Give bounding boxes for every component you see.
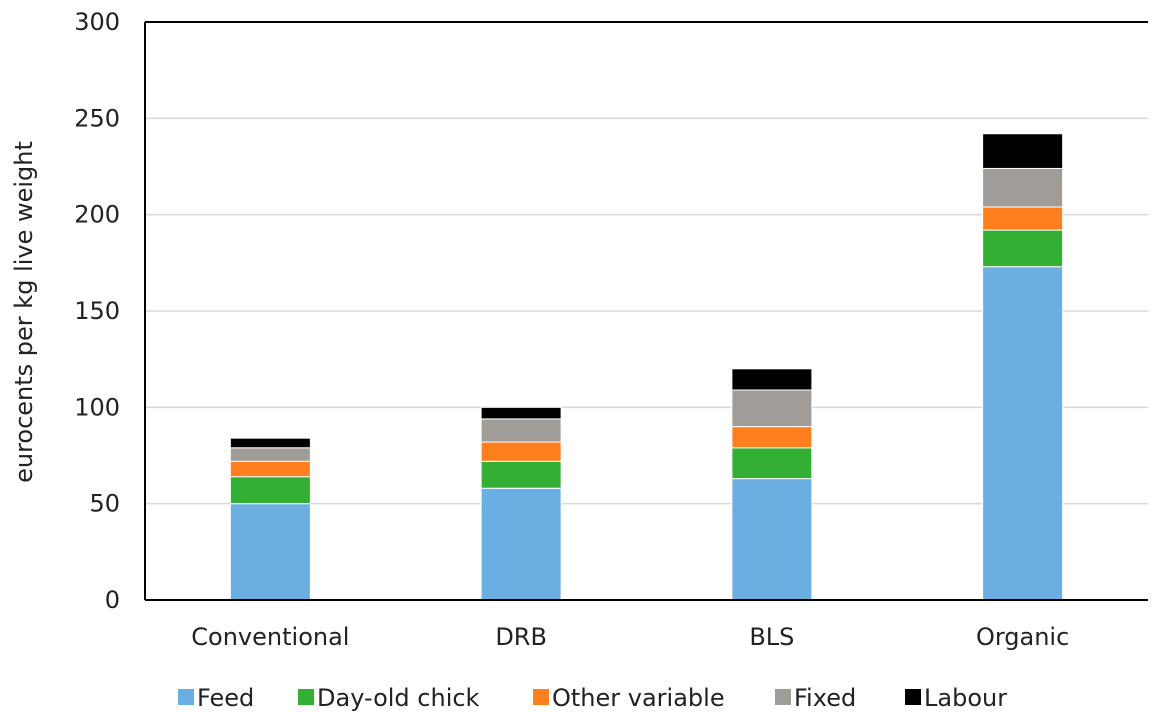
- legend-label: Feed: [197, 684, 254, 712]
- bar-segment-day-old-chick-organic: [982, 229, 1064, 268]
- bar-segment-fixed-organic: [982, 167, 1064, 208]
- bar-segment-other-variable-bls: [731, 426, 813, 449]
- bar-segment-labour-organic: [982, 133, 1064, 169]
- legend-label: Fixed: [794, 684, 856, 712]
- bar-segment-feed-organic: [982, 266, 1064, 601]
- legend-label: Other variable: [552, 684, 725, 712]
- bar-segment-fixed-bls: [731, 389, 813, 428]
- bar-segment-feed-conventional: [229, 503, 311, 601]
- bar-segment-fixed-conventional: [229, 447, 311, 462]
- legend-swatch: [533, 689, 549, 705]
- y-tick-label: 150: [74, 297, 120, 325]
- bar-segment-labour-drb: [480, 406, 562, 420]
- bar-segment-other-variable-conventional: [229, 460, 311, 478]
- legend-label: Day-old chick: [317, 684, 480, 712]
- bars: [229, 133, 1064, 601]
- bar-segment-feed-bls: [731, 478, 813, 601]
- legend-swatch: [178, 689, 194, 705]
- x-tick-label: BLS: [749, 623, 794, 651]
- bar-segment-other-variable-drb: [480, 441, 562, 462]
- legend: Feed Day-old chick Other variable Fixed Labo…: [178, 684, 1007, 712]
- bar-segment-labour-bls: [731, 368, 813, 391]
- bar-segment-day-old-chick-drb: [480, 460, 562, 489]
- bar-segment-labour-conventional: [229, 437, 311, 449]
- axes: [144, 21, 1148, 601]
- bar-segment-feed-drb: [480, 487, 562, 601]
- bar-segment-other-variable-organic: [982, 206, 1064, 231]
- bar-segment-day-old-chick-conventional: [229, 476, 311, 505]
- legend-swatch: [905, 689, 921, 705]
- y-tick-label: 300: [74, 8, 120, 36]
- x-tick-label: DRB: [495, 623, 547, 651]
- y-tick-label: 50: [89, 490, 120, 518]
- bar-segment-fixed-drb: [480, 418, 562, 443]
- legend-label: Labour: [924, 684, 1007, 712]
- bar-segment-day-old-chick-bls: [731, 447, 813, 480]
- y-tick-label: 100: [74, 393, 120, 421]
- y-tick-label: 250: [74, 104, 120, 132]
- x-tick-label: Conventional: [191, 623, 349, 651]
- legend-swatch: [298, 689, 314, 705]
- legend-swatch: [775, 689, 791, 705]
- y-tick-label: 0: [105, 586, 120, 614]
- y-axis-title: eurocents per kg live weight: [10, 141, 38, 483]
- y-tick-label: 200: [74, 201, 120, 229]
- y-tick-labels: 0 50 100 150 200 250 300: [74, 8, 120, 614]
- x-tick-label: Organic: [976, 623, 1069, 651]
- x-tick-labels: Conventional DRB BLS Organic: [191, 623, 1069, 651]
